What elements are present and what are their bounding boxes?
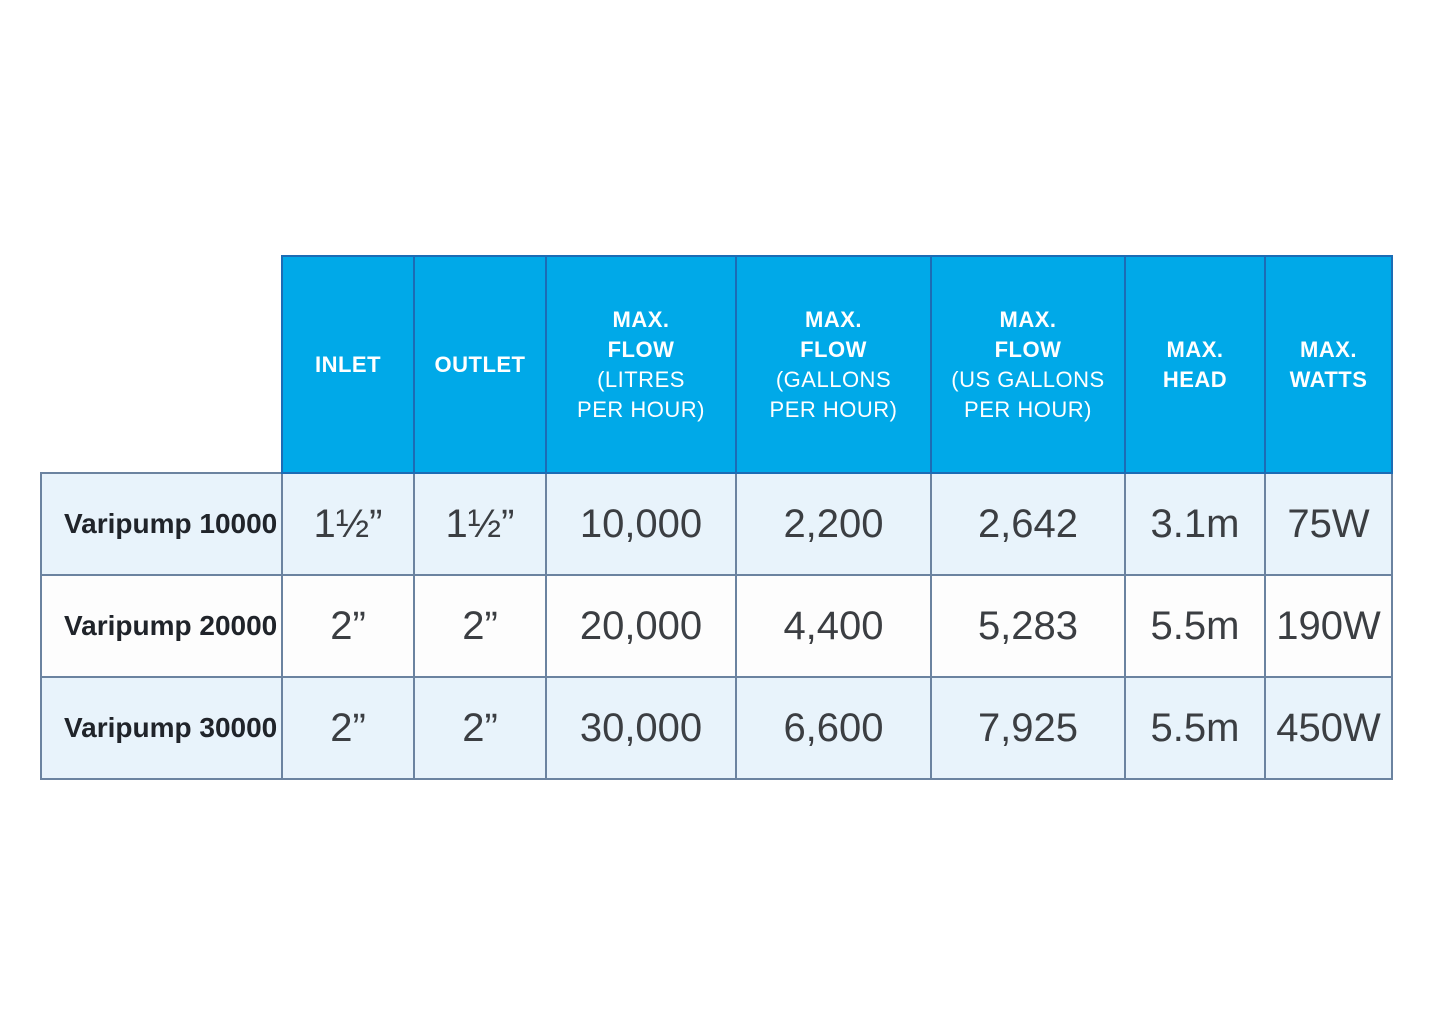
header-title: OUTLET bbox=[434, 351, 526, 377]
header-subtitle: (LITRES PER HOUR) bbox=[577, 366, 705, 422]
cell-max-head: 3.1m bbox=[1124, 472, 1266, 576]
pump-spec-table-container: INLET OUTLET MAX. FLOW (LITRES PER HOUR)… bbox=[40, 255, 1393, 780]
row-label: Varipump 30000 bbox=[40, 676, 283, 780]
cell-max-flow-litres: 20,000 bbox=[545, 574, 737, 678]
cell-max-flow-us-gallons: 5,283 bbox=[930, 574, 1126, 678]
header-cell-max-flow-gallons: MAX. FLOW (GALLONS PER HOUR) bbox=[735, 255, 932, 474]
cell-max-flow-gallons: 2,200 bbox=[735, 472, 932, 576]
row-label: Varipump 10000 bbox=[40, 472, 283, 576]
pump-spec-table: INLET OUTLET MAX. FLOW (LITRES PER HOUR)… bbox=[40, 255, 1393, 780]
header-cell-max-watts: MAX. WATTS bbox=[1264, 255, 1393, 474]
header-title: INLET bbox=[314, 351, 382, 377]
header-cell-max-head: MAX. HEAD bbox=[1124, 255, 1266, 474]
header-cell-inlet: INLET bbox=[281, 255, 415, 474]
header-title: MAX. HEAD bbox=[1162, 336, 1228, 392]
table-row-varipump-30000: Varipump 30000 2” 2” 30,000 6,600 7,925 … bbox=[40, 676, 1393, 780]
cell-max-head: 5.5m bbox=[1124, 574, 1266, 678]
cell-max-watts: 190W bbox=[1264, 574, 1393, 678]
header-cell-max-flow-litres: MAX. FLOW (LITRES PER HOUR) bbox=[545, 255, 737, 474]
header-cell-max-flow-us-gallons: MAX. FLOW (US GALLONS PER HOUR) bbox=[930, 255, 1126, 474]
cell-max-flow-us-gallons: 2,642 bbox=[930, 472, 1126, 576]
header-subtitle: (GALLONS PER HOUR) bbox=[769, 366, 898, 422]
header-title: MAX. FLOW bbox=[607, 306, 675, 362]
cell-max-watts: 450W bbox=[1264, 676, 1393, 780]
cell-max-watts: 75W bbox=[1264, 472, 1393, 576]
row-label: Varipump 20000 bbox=[40, 574, 283, 678]
table-row-varipump-10000: Varipump 10000 1½” 1½” 10,000 2,200 2,64… bbox=[40, 472, 1393, 576]
cell-max-flow-gallons: 4,400 bbox=[735, 574, 932, 678]
header-row: INLET OUTLET MAX. FLOW (LITRES PER HOUR)… bbox=[41, 255, 1393, 474]
cell-inlet: 1½” bbox=[281, 472, 415, 576]
cell-inlet: 2” bbox=[281, 676, 415, 780]
table-row-varipump-20000: Varipump 20000 2” 2” 20,000 4,400 5,283 … bbox=[40, 574, 1393, 678]
header-corner-cell bbox=[41, 256, 282, 473]
cell-outlet: 2” bbox=[413, 676, 547, 780]
header-title: MAX. FLOW bbox=[994, 306, 1062, 362]
cell-max-flow-litres: 30,000 bbox=[545, 676, 737, 780]
header-subtitle: (US GALLONS PER HOUR) bbox=[951, 366, 1105, 422]
header-title: MAX. WATTS bbox=[1289, 336, 1368, 392]
cell-max-flow-gallons: 6,600 bbox=[735, 676, 932, 780]
cell-outlet: 2” bbox=[413, 574, 547, 678]
header-cell-outlet: OUTLET bbox=[413, 255, 547, 474]
cell-max-flow-us-gallons: 7,925 bbox=[930, 676, 1126, 780]
cell-max-flow-litres: 10,000 bbox=[545, 472, 737, 576]
header-title: MAX. FLOW bbox=[800, 306, 867, 362]
cell-inlet: 2” bbox=[281, 574, 415, 678]
cell-max-head: 5.5m bbox=[1124, 676, 1266, 780]
cell-outlet: 1½” bbox=[413, 472, 547, 576]
